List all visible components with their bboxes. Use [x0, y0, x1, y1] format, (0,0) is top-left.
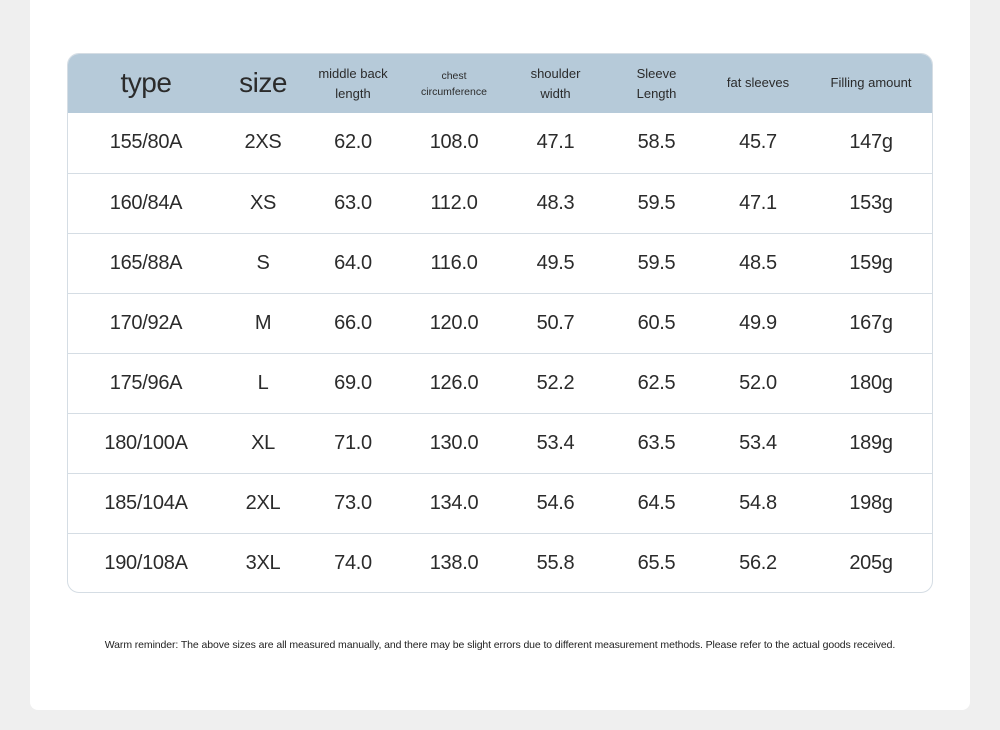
cell-shoulder-width: 48.3	[536, 191, 575, 214]
cell-fat-sleeves: 54.8	[739, 491, 777, 514]
cell-type: 180/100A	[104, 431, 188, 454]
size-table-container: type size middle back length chest circu…	[67, 53, 933, 593]
cell-size: M	[254, 311, 272, 334]
cell-type: 175/96A	[109, 371, 183, 394]
cell-filling-amount: 180g	[849, 371, 893, 394]
cell-shoulder-width: 54.6	[536, 491, 575, 514]
table-row: 155/80A 2XS 62.0 108.0 47.1 58.5 45.7 14…	[68, 113, 932, 173]
table-row: 170/92A M 66.0 120.0 50.7 60.5 49.9 167g	[68, 293, 932, 353]
table-header-row: type size middle back length chest circu…	[68, 54, 932, 113]
cell-type: 160/84A	[109, 191, 183, 214]
size-table: type size middle back length chest circu…	[68, 54, 932, 592]
cell-shoulder-width: 52.2	[536, 371, 575, 394]
header-middle-back-length: middle back length	[318, 65, 388, 101]
table-row: 175/96A L 69.0 126.0 52.2 62.5 52.0 180g	[68, 353, 932, 413]
cell-filling-amount: 159g	[849, 251, 893, 274]
cell-sleeve-length: 60.5	[637, 311, 676, 334]
cell-chest-circumference: 120.0	[429, 311, 479, 334]
header-shoulder-width: shoulder width	[530, 65, 581, 101]
table-row: 180/100A XL 71.0 130.0 53.4 63.5 53.4 18…	[68, 413, 932, 473]
header-size: size	[239, 67, 287, 99]
cell-middle-back-length: 64.0	[334, 251, 372, 274]
warm-reminder-note: Warm reminder: The above sizes are all m…	[104, 639, 896, 651]
cell-filling-amount: 198g	[849, 491, 893, 514]
cell-middle-back-length: 62.0	[334, 131, 372, 154]
cell-fat-sleeves: 53.4	[739, 431, 777, 454]
table-row: 190/108A 3XL 74.0 138.0 55.8 65.5 56.2 2…	[68, 533, 932, 592]
cell-filling-amount: 153g	[849, 191, 893, 214]
cell-sleeve-length: 59.5	[637, 191, 676, 214]
cell-chest-circumference: 138.0	[429, 551, 479, 574]
cell-middle-back-length: 69.0	[334, 371, 372, 394]
cell-filling-amount: 147g	[849, 131, 893, 154]
cell-middle-back-length: 66.0	[334, 311, 372, 334]
cell-size: XL	[251, 431, 275, 454]
table-row: 160/84A XS 63.0 112.0 48.3 59.5 47.1 153…	[68, 173, 932, 233]
header-chest-circumference: chest circumference	[421, 69, 487, 98]
cell-shoulder-width: 53.4	[536, 431, 575, 454]
cell-middle-back-length: 73.0	[334, 491, 372, 514]
table-row: 185/104A 2XL 73.0 134.0 54.6 64.5 54.8 1…	[68, 473, 932, 533]
cell-middle-back-length: 71.0	[334, 431, 372, 454]
cell-type: 170/92A	[109, 311, 183, 334]
cell-middle-back-length: 63.0	[334, 191, 372, 214]
header-filling-amount: Filling amount	[830, 75, 912, 91]
cell-size: L	[257, 371, 269, 394]
cell-fat-sleeves: 45.7	[739, 131, 777, 154]
cell-fat-sleeves: 56.2	[739, 551, 777, 574]
cell-type: 185/104A	[104, 491, 188, 514]
cell-chest-circumference: 116.0	[430, 251, 478, 274]
size-chart-card: type size middle back length chest circu…	[30, 0, 970, 710]
cell-fat-sleeves: 47.1	[739, 191, 777, 214]
cell-size: 2XS	[244, 131, 282, 154]
cell-size: 2XL	[245, 491, 281, 514]
cell-chest-circumference: 134.0	[429, 491, 479, 514]
cell-sleeve-length: 63.5	[637, 431, 676, 454]
cell-sleeve-length: 64.5	[637, 491, 676, 514]
header-fat-sleeves: fat sleeves	[726, 75, 790, 91]
cell-size: XS	[249, 191, 277, 214]
cell-chest-circumference: 108.0	[429, 131, 479, 154]
table-row: 165/88A S 64.0 116.0 49.5 59.5 48.5 159g	[68, 233, 932, 293]
cell-type: 165/88A	[109, 251, 183, 274]
cell-middle-back-length: 74.0	[334, 551, 372, 574]
cell-chest-circumference: 126.0	[429, 371, 479, 394]
cell-shoulder-width: 50.7	[536, 311, 575, 334]
cell-sleeve-length: 58.5	[637, 131, 676, 154]
cell-fat-sleeves: 52.0	[739, 371, 777, 394]
cell-type: 155/80A	[109, 131, 183, 154]
cell-fat-sleeves: 49.9	[739, 311, 777, 334]
cell-filling-amount: 205g	[849, 551, 893, 574]
cell-size: S	[256, 251, 270, 274]
cell-sleeve-length: 65.5	[637, 551, 676, 574]
header-sleeve-length: Sleeve Length	[636, 65, 677, 101]
cell-type: 190/108A	[104, 551, 188, 574]
cell-shoulder-width: 55.8	[536, 551, 575, 574]
header-type: type	[120, 67, 172, 99]
cell-shoulder-width: 47.1	[536, 131, 575, 154]
cell-filling-amount: 189g	[849, 431, 893, 454]
cell-sleeve-length: 62.5	[637, 371, 676, 394]
cell-size: 3XL	[245, 551, 281, 574]
cell-shoulder-width: 49.5	[536, 251, 575, 274]
cell-chest-circumference: 112.0	[430, 191, 478, 214]
cell-chest-circumference: 130.0	[429, 431, 479, 454]
cell-fat-sleeves: 48.5	[739, 251, 777, 274]
cell-filling-amount: 167g	[849, 311, 893, 334]
cell-sleeve-length: 59.5	[637, 251, 676, 274]
